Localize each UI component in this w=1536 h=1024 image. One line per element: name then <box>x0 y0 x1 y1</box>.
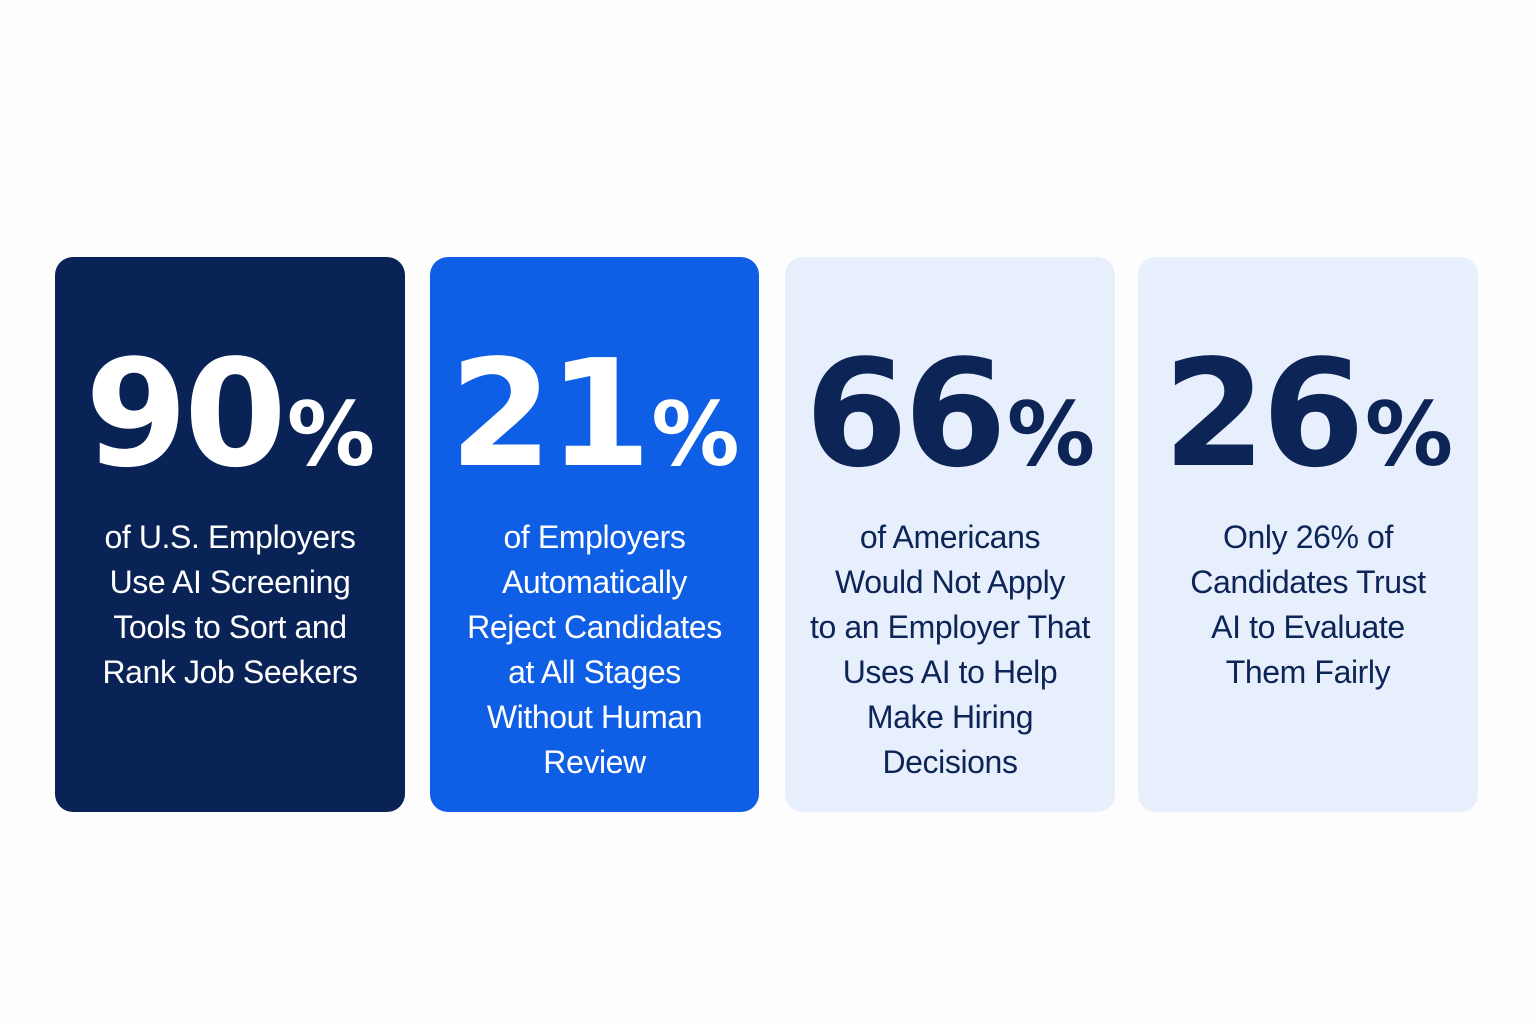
stat-card-automatic-rejection: 21% of Employers Automatically Reject Ca… <box>430 257 759 812</box>
stat-percent-sign: % <box>286 383 376 486</box>
stat-number: 26 <box>1162 328 1365 500</box>
stat-figure: 90% <box>55 339 405 489</box>
stat-percent-sign: % <box>651 383 740 486</box>
stat-card-would-not-apply: 66% of Americans Would Not Apply to an E… <box>785 257 1115 812</box>
stat-caption: of Americans Would Not Apply to an Emplo… <box>810 519 1090 780</box>
stat-number: 90 <box>84 328 287 500</box>
stat-figure: 26% <box>1138 339 1478 489</box>
stat-card-candidate-trust: 26% Only 26% of Candidates Trust AI to E… <box>1138 257 1478 812</box>
stat-figure: 66% <box>785 339 1115 489</box>
stat-percent-sign: % <box>1006 383 1096 486</box>
stat-caption: of Employers Automatically Reject Candid… <box>467 519 722 780</box>
stat-number: 66 <box>804 328 1007 500</box>
stat-percent-sign: % <box>1364 383 1454 486</box>
stat-figure: 21% <box>430 339 759 489</box>
stat-caption: Only 26% of Candidates Trust AI to Evalu… <box>1190 519 1426 690</box>
stat-number: 21 <box>449 328 651 500</box>
stat-caption: of U.S. Employers Use AI Screening Tools… <box>102 519 358 690</box>
stat-card-employers-ai-screening: 90% of U.S. Employers Use AI Screening T… <box>55 257 405 812</box>
